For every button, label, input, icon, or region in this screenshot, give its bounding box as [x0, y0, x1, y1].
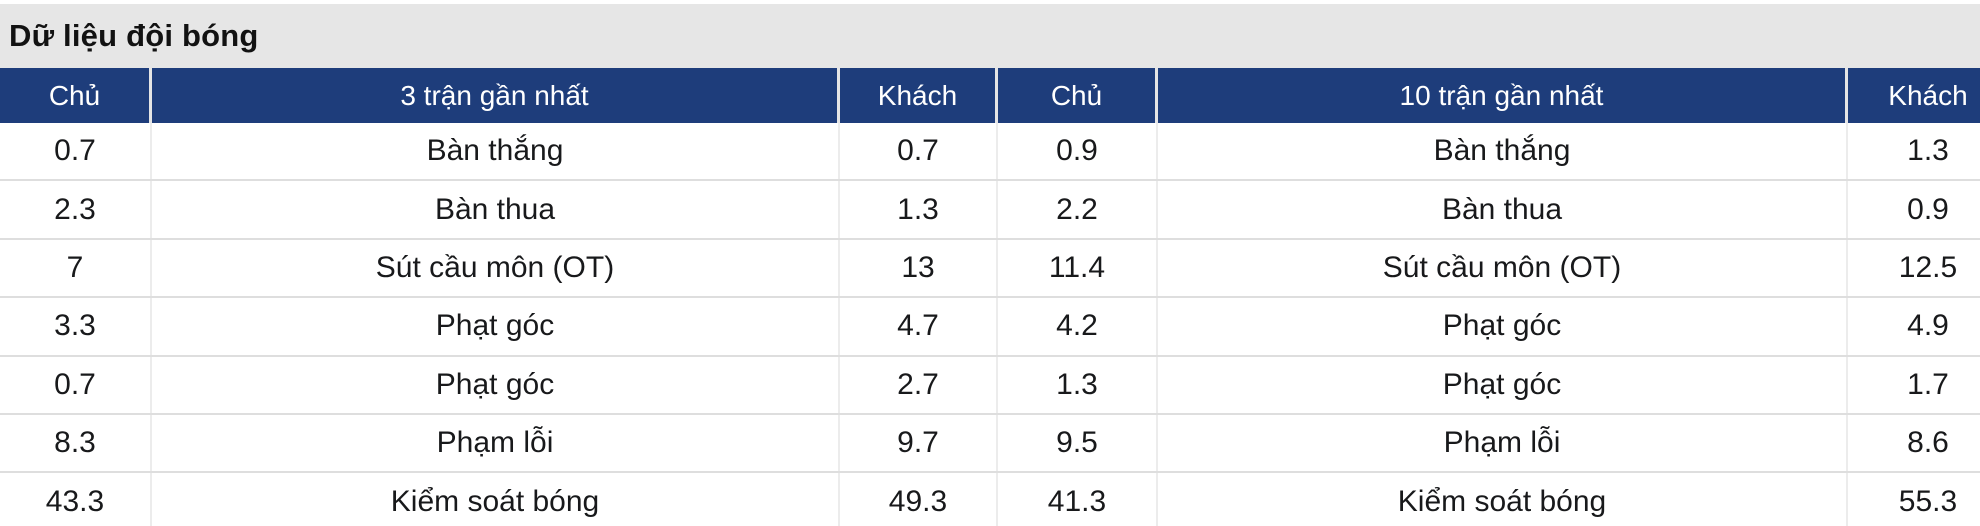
stat-value: 0.9: [1907, 192, 1949, 226]
stat-value: 1.3: [840, 181, 998, 238]
stat-value: 8.6: [1907, 426, 1949, 460]
stat-row: 2.3 Bàn thua 1.3 2.2 Bàn thua 0.9: [0, 181, 1980, 240]
stat-label: Bàn thua: [1158, 181, 1848, 238]
stat-value: 9.5: [998, 414, 1158, 472]
stat-value: 2.2: [998, 181, 1158, 238]
stat-label: Sút cầu môn (OT): [152, 239, 840, 297]
stat-label: Bàn thắng: [152, 123, 840, 180]
stat-value: 8.3: [0, 414, 152, 472]
stat-value: 1.3: [1907, 134, 1949, 168]
stat-value: 41.3: [998, 473, 1158, 526]
stat-value: 0.9: [998, 123, 1158, 180]
stat-label: Phạt góc: [1158, 356, 1848, 413]
header-home-last3: Chủ: [0, 68, 152, 123]
stat-value: 4.2: [998, 298, 1158, 355]
stat-value: 4.9: [1907, 309, 1949, 343]
stat-row: 0.7 Bàn thắng 0.7 0.9 Bàn thắng 1.3: [0, 123, 1980, 182]
stat-row: 43.3 Kiểm soát bóng 49.3 41.3 Kiểm soát bóng…: [0, 473, 1980, 526]
stat-label: Phạm lỗi: [1158, 414, 1848, 472]
panel-title: Dữ liệu đội bóng: [9, 18, 259, 53]
stat-value: 13: [840, 239, 998, 297]
stat-label: Phạt góc: [152, 298, 840, 355]
stat-value: 43.3: [0, 473, 152, 526]
stat-label: Bàn thua: [152, 181, 840, 238]
stat-row: 8.3 Phạm lỗi 9.7 9.5 Phạm lỗi 8.6: [0, 414, 1980, 474]
header-away-last3: Khách: [840, 68, 998, 123]
stat-label: Phạm lỗi: [152, 414, 840, 472]
table-header-row: Chủ 3 trận gần nhất Khách Chủ 10 trận gầ…: [0, 68, 1980, 123]
stat-row: 7 Sút cầu môn (OT) 13 11.4 Sút cầu môn (OT) 1…: [0, 239, 1980, 299]
stat-value: 9.7: [840, 414, 998, 472]
stat-value: 3.3: [0, 298, 152, 355]
header-last3-label: 3 trận gần nhất: [152, 68, 840, 123]
stat-value: 7: [0, 239, 152, 297]
header-away-last10: Khách: [1888, 79, 1968, 111]
stat-label: Sút cầu môn (OT): [1158, 239, 1848, 297]
stat-label: Phạt góc: [1158, 298, 1848, 355]
stat-value: 2.3: [0, 181, 152, 238]
stat-value: 0.7: [0, 356, 152, 413]
stat-row: 3.3 Phạt góc 4.7 4.2 Phạt góc 4.9: [0, 298, 1980, 357]
stat-label: Kiểm soát bóng: [1158, 473, 1848, 526]
stat-value: 0.7: [0, 123, 152, 180]
stat-value: 49.3: [840, 473, 998, 526]
stat-label: Phạt góc: [152, 356, 840, 413]
stat-value: 1.3: [998, 356, 1158, 413]
table-body: 0.7 Bàn thắng 0.7 0.9 Bàn thắng 1.3 2.3 Bàn thu…: [0, 123, 1980, 526]
stat-value: 11.4: [998, 239, 1158, 297]
team-stats-table: Chủ 3 trận gần nhất Khách Chủ 10 trận gầ…: [0, 68, 1980, 526]
stat-label: Bàn thắng: [1158, 123, 1848, 180]
header-home-last10: Chủ: [998, 68, 1158, 123]
stat-value: 12.5: [1898, 250, 1958, 284]
stat-value: 0.7: [840, 123, 998, 180]
stat-value: 2.7: [840, 356, 998, 413]
header-last10-label: 10 trận gần nhất: [1158, 68, 1848, 123]
stat-value: 4.7: [840, 298, 998, 355]
stat-value: 55.3: [1898, 484, 1958, 518]
panel-title-bar: Dữ liệu đội bóng: [0, 4, 1980, 68]
stat-label: Kiểm soát bóng: [152, 473, 840, 526]
stat-value: 1.7: [1907, 367, 1949, 401]
stat-row: 0.7 Phạt góc 2.7 1.3 Phạt góc 1.7: [0, 356, 1980, 415]
